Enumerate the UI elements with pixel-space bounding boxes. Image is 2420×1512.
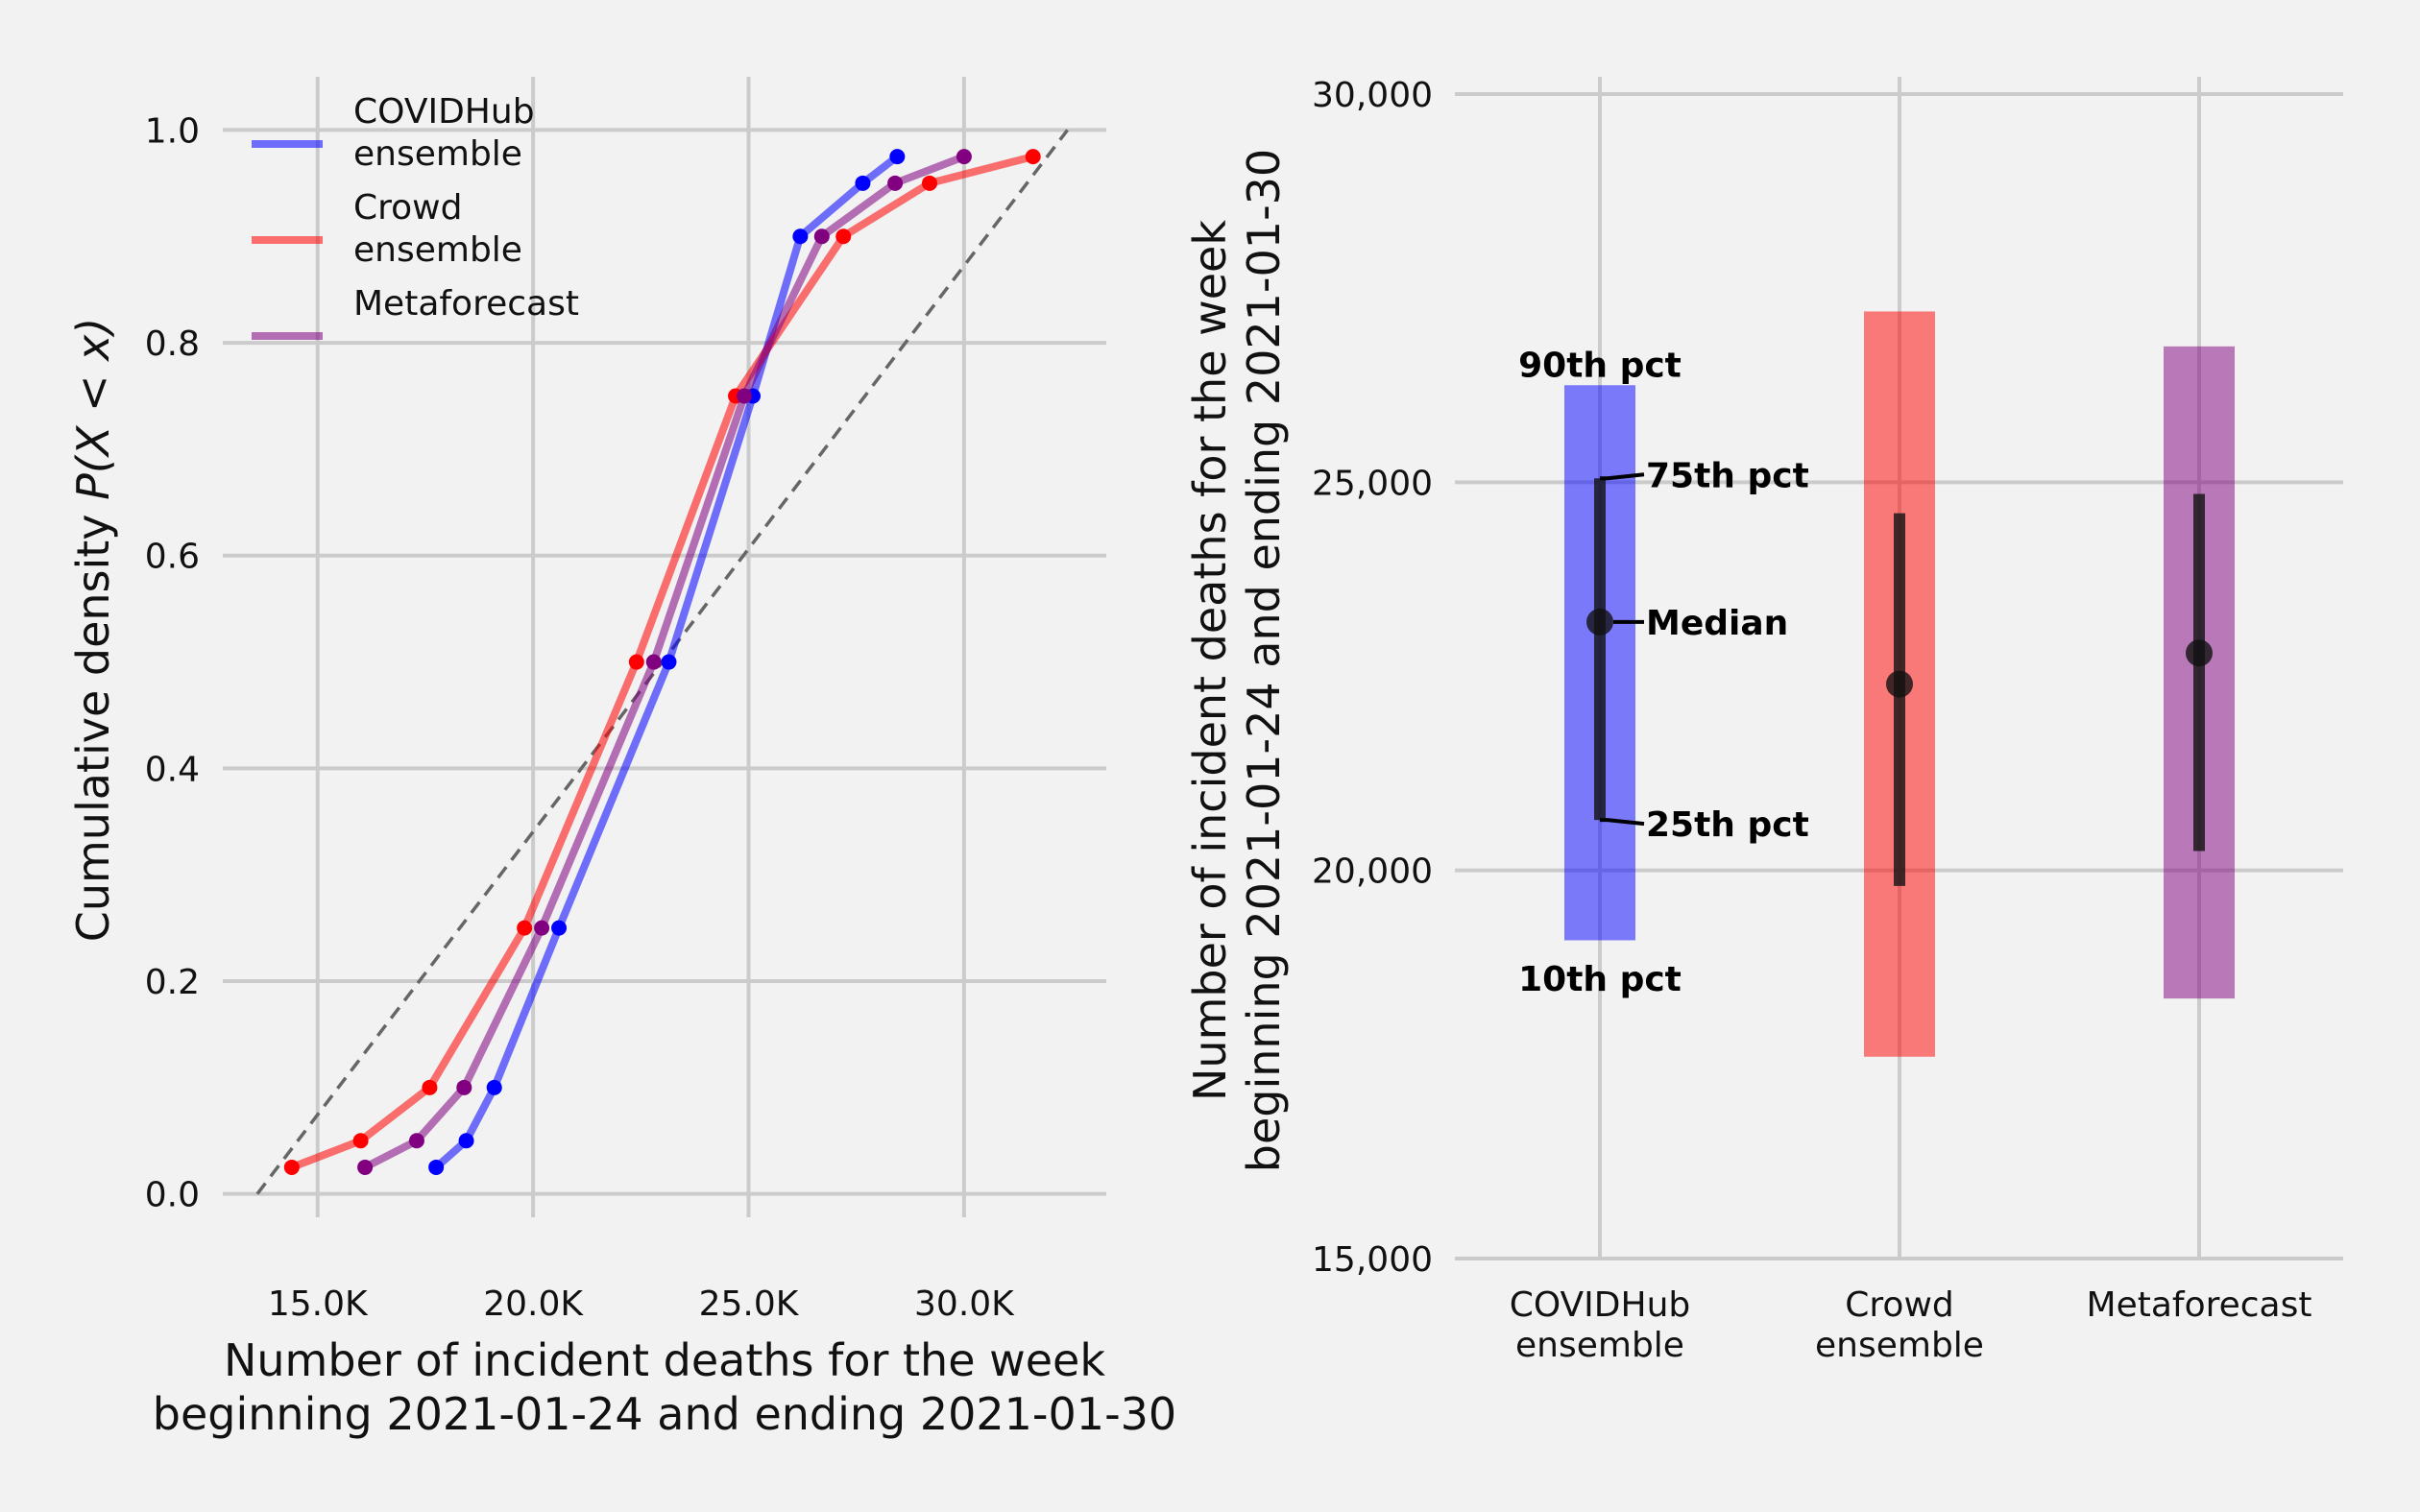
cdf-y-axis-title-text: Cumulative density (67, 500, 119, 942)
legend-label: Metaforecast (353, 284, 579, 324)
interval-category-label: COVIDHub ensemble (1510, 1285, 1691, 1365)
legend-label: COVIDHub ensemble (353, 92, 535, 174)
cdf-data-point (922, 175, 937, 191)
annotation-25th: 25th pct (1646, 805, 1809, 845)
interval-y-axis-title: Number of incident deaths for the weekbe… (1184, 149, 1290, 1172)
cdf-y-axis-title-math: P(X < x) (67, 318, 119, 500)
legend-label-line: COVIDHub (353, 92, 535, 132)
cdf-y-tick-label: 1.0 (145, 111, 200, 151)
cdf-data-point (458, 1133, 474, 1149)
cdf-data-point (1025, 149, 1041, 165)
cdf-y-axis-title: Cumulative density P(X < x) (67, 318, 119, 943)
cdf-data-point (887, 175, 904, 191)
cdf-data-point (813, 228, 830, 245)
interval-category-label: Crowd ensemble (1815, 1285, 1984, 1365)
cdf-data-point (889, 149, 906, 165)
cdf-data-point (645, 654, 662, 670)
cdf-data-point (456, 1079, 472, 1095)
interval-category-label-line: COVIDHub (1510, 1285, 1691, 1325)
median-marker (1586, 608, 1613, 636)
cdf-x-axis-title-line: beginning 2021-01-24 and ending 2021-01-… (153, 1388, 1176, 1440)
cdf-y-tick-label: 0.4 (145, 750, 200, 789)
cdf-y-tick-label: 0.2 (145, 963, 200, 1002)
interval-category-label: Metaforecast (2087, 1285, 2312, 1325)
cdf-data-point (855, 175, 871, 191)
cdf-data-point (408, 1133, 424, 1149)
cdf-data-point (551, 920, 568, 936)
legend-label: Crowd ensemble (353, 188, 522, 270)
interval-category-label-line: ensemble (1815, 1326, 1984, 1365)
cdf-data-point (486, 1079, 502, 1095)
cdf-y-tick-label: 0.0 (145, 1176, 200, 1215)
cdf-x-axis-title: Number of incident deaths for the week be… (153, 1334, 1176, 1440)
cdf-data-point (628, 654, 644, 670)
cdf-x-tick-label: 15.0K (268, 1284, 369, 1324)
annotation-75th-connector (1600, 472, 1645, 481)
legend-label-line: ensemble (353, 134, 522, 174)
legend-label-line: ensemble (353, 230, 522, 270)
interval-y-axis-title-line: Number of incident deaths for the week (1184, 220, 1236, 1101)
interval-y-tick-label: 30,000 (1312, 76, 1433, 115)
cdf-y-tick-label: 0.8 (145, 324, 200, 364)
annotation-median: Median (1646, 604, 1788, 643)
cdf-data-point (835, 228, 852, 245)
interval-y-tick-label: 20,000 (1312, 852, 1433, 892)
cdf-data-point (956, 149, 972, 165)
cdf-data-point (661, 654, 677, 670)
cdf-data-point (792, 228, 809, 245)
cdf-panel: 15.0K 20.0K 25.0K 30.0K 0.0 0.2 0.4 0.6 0.8 1.0 CO… (67, 77, 1176, 1440)
annotation-90th: 90th pct (1518, 346, 1682, 385)
cdf-x-tick-label: 20.0K (483, 1284, 584, 1324)
cdf-data-point (283, 1159, 300, 1175)
median-marker (2186, 639, 2213, 667)
cdf-x-axis-title-line: Number of incident deaths for the week (224, 1334, 1105, 1386)
cdf-data-point (352, 1133, 369, 1149)
cdf-data-point (517, 920, 533, 936)
legend-label-line: Crowd (353, 188, 462, 228)
cdf-data-point (428, 1159, 445, 1175)
annotation-25th-connector (1600, 818, 1645, 827)
cdf-data-point (357, 1159, 374, 1175)
interval-y-tick-label: 25,000 (1312, 464, 1433, 503)
cdf-data-point (534, 920, 550, 936)
annotation-75th: 75th pct (1646, 456, 1809, 495)
cdf-data-point (422, 1079, 438, 1095)
interval-y-axis-title-line: beginning 2021-01-24 and ending 2021-01-… (1238, 149, 1290, 1172)
median-marker (1886, 670, 1913, 698)
interval-category-label-line: Crowd (1845, 1285, 1953, 1325)
legend-label-line: Metaforecast (353, 284, 579, 324)
cdf-x-tick-label: 25.0K (699, 1284, 800, 1324)
interval-y-tick-label: 15,000 (1312, 1240, 1433, 1280)
cdf-y-tick-label: 0.6 (145, 538, 200, 577)
interval-category-label-line: Metaforecast (2087, 1285, 2312, 1325)
cdf-x-tick-label: 30.0K (914, 1284, 1015, 1324)
cdf-data-point (737, 388, 753, 404)
annotation-10th: 10th pct (1518, 960, 1682, 999)
interval-category-label-line: ensemble (1515, 1326, 1684, 1365)
